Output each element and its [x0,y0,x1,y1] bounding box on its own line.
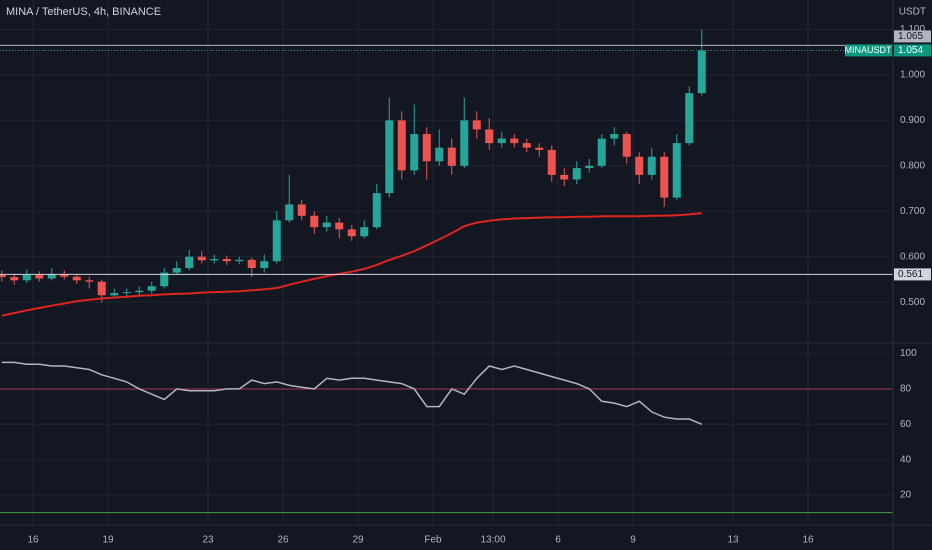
last-price-box [894,44,931,57]
candle-body [397,120,406,171]
y-tick-label: 100 [900,348,917,359]
candle-body [385,120,394,194]
candle-body [572,168,581,180]
y-tick-label: 0.500 [900,297,925,308]
y-tick-label: 0.900 [900,115,925,126]
candle-body [110,293,119,296]
candle-body [97,281,106,296]
last-price-label: 1.054 [898,45,923,56]
candle-body [497,138,506,144]
candle-body [222,258,231,262]
y-tick-label: 0.700 [900,206,925,217]
candle-body [272,220,281,262]
x-tick-label: 6 [555,535,561,546]
candle-body [260,261,269,269]
candle-body [635,156,644,175]
candle-body [472,120,481,130]
candle-body [422,134,431,162]
axis-title: USDT [899,7,926,18]
candle-body [72,276,81,281]
candle-body [535,147,544,150]
series-line [1,212,702,317]
price-line-label-box [894,30,931,43]
y-tick-label: 60 [900,419,912,430]
candle-body [360,227,369,237]
candle-body [622,134,631,157]
candle-body [297,204,306,216]
candle-body [185,256,194,269]
candle-body [122,292,131,294]
y-tick-label: 0.600 [900,251,925,262]
candle-body [410,134,419,171]
y-tick-label: 1.100 [900,24,925,35]
x-tick-label: 13 [727,535,739,546]
candle-body [372,193,381,228]
candle-body [647,156,656,175]
candle-body [322,222,331,228]
candle-body [547,149,556,175]
candle-body [247,259,256,269]
candle-body [210,258,219,261]
y-tick-label: 40 [900,454,912,465]
x-tick-label: 19 [102,535,114,546]
candle-body [172,268,181,273]
candle-body [610,134,619,139]
symbol-label: MINAUSDT [845,45,893,55]
candle-body [35,274,44,279]
candle-body [235,259,244,262]
price-line-label: 0.561 [898,269,923,280]
candle-body [160,272,169,287]
y-tick-label: 0.800 [900,160,925,171]
candle-body [347,229,356,237]
x-tick-label: 16 [27,535,39,546]
candle-body [447,147,456,166]
candle-body [22,274,31,281]
candle-body [460,120,469,166]
candle-body [0,274,6,278]
candle-body [10,277,19,281]
candle-body [697,50,706,94]
series-line [1,361,703,425]
x-tick-label: Feb [424,535,442,546]
marks [0,29,893,425]
candle-body [60,273,69,277]
x-tick-label: 9 [630,535,636,546]
candle-body [597,138,606,166]
candle-body [585,165,594,169]
candle-body [510,138,519,144]
candle-body [85,280,94,282]
price-line-label: 1.065 [898,31,923,42]
y-tick-label: 1.000 [900,70,925,81]
candle-body [197,256,206,261]
candle-body [660,156,669,198]
price-line-label-box [894,268,931,281]
candle-body [310,215,319,228]
x-tick-label: 23 [202,535,214,546]
candle-body [135,290,144,293]
candle-body [685,93,694,144]
x-tick-label: 26 [277,535,289,546]
candle-body [672,143,681,198]
candle-body [147,286,156,291]
candle-body [335,222,344,230]
labels: 1.100 1.000 0.900 0.800 0.700 0.600 0.500 1.065… [27,24,931,546]
x-tick-label: 13:00 [480,535,505,546]
grid [0,0,893,525]
candle-body [285,204,294,221]
candle-body [560,174,569,180]
candle-body [485,129,494,144]
x-tick-label: 16 [802,535,814,546]
y-tick-label: 80 [900,384,912,395]
chart-title: MINA / TetherUS, 4h, BINANCE [6,6,161,18]
symbol-label-box [845,44,892,57]
candle-body [435,147,444,162]
y-tick-label: 20 [900,490,912,501]
candle-body [47,273,56,279]
candle-body [522,143,531,148]
x-tick-label: 29 [352,535,364,546]
